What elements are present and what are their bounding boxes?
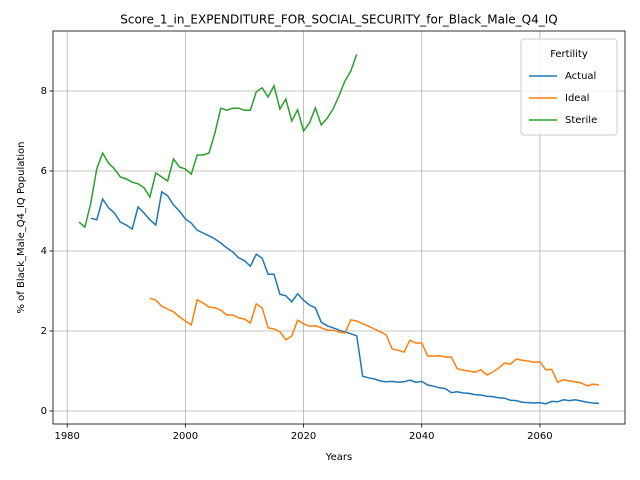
axes-frame [52,30,626,425]
y-tick-label: 6 [41,166,47,177]
legend-box [520,38,618,136]
legend-label: Ideal [565,93,589,104]
x-tick-label: 2040 [409,431,434,442]
x-axis-label: Years [325,452,352,463]
y-axis-label: % of Black_Male_Q4_IQ Population [16,141,27,313]
line-series [149,297,600,387]
legend-label: Actual [565,71,596,82]
legend-title: Fertility [550,49,588,60]
legend-label: Sterile [565,115,597,126]
y-tick-label: 8 [41,86,47,97]
line-series [78,53,358,229]
line-series [90,190,600,405]
y-tick-label: 4 [41,246,47,257]
y-tick-label: 0 [41,406,47,417]
x-tick-label: 1980 [54,431,79,442]
x-tick-label: 2000 [173,431,198,442]
chart-title: Score_1_in_EXPENDITURE_FOR_SOCIAL_SECURI… [120,13,558,27]
legend: Fertility Actual Ideal Sterile [520,38,618,136]
y-tick-label: 2 [41,326,47,337]
x-tick-label: 2020 [291,431,316,442]
x-tick-label: 2060 [527,431,552,442]
